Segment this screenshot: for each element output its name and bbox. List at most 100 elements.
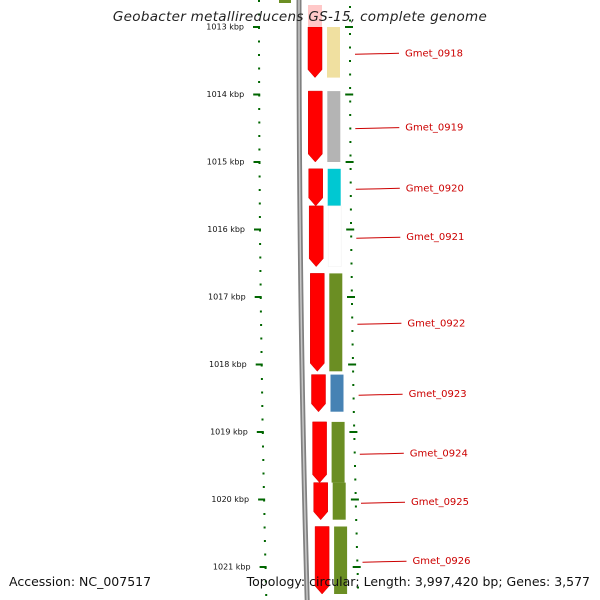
ruler-minor-tick bbox=[259, 283, 262, 286]
ruler-minor-tick bbox=[262, 486, 265, 488]
ruler-minor-tick bbox=[258, 175, 261, 178]
gene-leader-line bbox=[354, 52, 400, 55]
ruler-major-tick bbox=[253, 93, 261, 96]
outer-major-tick bbox=[345, 161, 354, 163]
outer-minor-tick bbox=[349, 19, 351, 22]
forward-strand-arrow bbox=[314, 526, 330, 595]
gene-label: Gmet_0926 bbox=[413, 556, 471, 567]
gene-category-block bbox=[327, 205, 342, 267]
ruler-minor-tick bbox=[264, 580, 267, 583]
ruler-minor-tick bbox=[260, 351, 263, 353]
outer-minor-tick bbox=[350, 235, 353, 238]
ruler-major-tick bbox=[253, 161, 261, 163]
outer-major-tick bbox=[345, 93, 354, 96]
outer-minor-tick bbox=[349, 60, 351, 62]
ruler-major-tick bbox=[258, 498, 266, 501]
ruler-tick-label: 1015 kbp bbox=[207, 158, 245, 167]
gene-category-block bbox=[327, 27, 340, 78]
ruler-minor-tick bbox=[263, 540, 266, 542]
outer-minor-tick bbox=[356, 559, 359, 562]
topology-summary: Topology: circular; Length: 3,997,420 bp… bbox=[246, 574, 590, 589]
gene-label: Gmet_0922 bbox=[407, 318, 465, 329]
ruler-minor-tick bbox=[258, 81, 261, 83]
outer-minor-tick bbox=[355, 519, 358, 521]
accession-label: Accession: NC_007517 bbox=[9, 574, 152, 589]
outer-minor-tick bbox=[349, 87, 352, 89]
gene-category-block bbox=[327, 168, 341, 206]
outer-minor-tick bbox=[352, 397, 355, 400]
gene-leader-line bbox=[355, 127, 400, 130]
ruler-tick-label: 1013 kbp bbox=[206, 23, 244, 32]
gene-leader-line bbox=[359, 452, 404, 455]
outer-minor-tick bbox=[353, 424, 356, 427]
ruler-tick-label: 1021 kbp bbox=[213, 563, 251, 572]
ruler-minor-tick bbox=[258, 54, 260, 56]
forward-strand-arrow bbox=[312, 421, 327, 483]
outer-minor-tick bbox=[354, 478, 357, 481]
outer-minor-tick bbox=[353, 451, 356, 454]
outer-minor-tick bbox=[357, 586, 359, 589]
outer-minor-tick bbox=[352, 384, 355, 386]
gene-label: Gmet_0924 bbox=[410, 448, 468, 459]
forward-strand-arrow bbox=[308, 90, 323, 163]
ruler-minor-tick bbox=[258, 0, 260, 2]
gene-leader-line bbox=[356, 236, 401, 239]
ruler-minor-tick bbox=[259, 256, 262, 259]
outer-major-tick bbox=[349, 431, 358, 433]
gene-leader-line bbox=[355, 187, 400, 190]
forward-strand-arrow bbox=[307, 26, 323, 78]
genome-title: Geobacter metallireducens GS-15, complet… bbox=[112, 9, 488, 25]
backbone-highlight bbox=[298, 0, 308, 600]
outer-minor-tick bbox=[351, 303, 353, 305]
ruler-minor-tick bbox=[258, 202, 261, 205]
ruler-minor-tick bbox=[263, 513, 266, 515]
gene-category-block bbox=[329, 273, 343, 372]
outer-minor-tick bbox=[349, 168, 352, 170]
ruler-minor-tick bbox=[258, 40, 260, 43]
outer-major-tick bbox=[345, 26, 353, 28]
outer-minor-tick bbox=[352, 370, 355, 373]
ruler-minor-tick bbox=[260, 378, 263, 380]
outer-minor-tick bbox=[351, 343, 354, 346]
outer-minor-tick bbox=[349, 208, 352, 211]
ruler-major-tick bbox=[254, 228, 261, 231]
ruler-minor-tick bbox=[263, 526, 266, 529]
partial-top-feature bbox=[279, 0, 291, 3]
partial-forward-feature bbox=[308, 5, 322, 27]
outer-minor-tick bbox=[354, 465, 356, 467]
outer-minor-tick bbox=[350, 249, 353, 251]
ruler-tick-label: 1020 kbp bbox=[211, 495, 249, 504]
outer-major-tick bbox=[352, 566, 361, 568]
ruler-minor-tick bbox=[258, 148, 261, 151]
outer-minor-tick bbox=[355, 546, 358, 548]
outer-minor-tick bbox=[349, 181, 352, 184]
ruler-minor-tick bbox=[258, 13, 260, 16]
forward-strand-arrow bbox=[311, 374, 326, 413]
gene-category-block bbox=[332, 482, 346, 520]
ruler-minor-tick bbox=[259, 310, 262, 313]
outer-minor-tick bbox=[351, 357, 354, 359]
outer-minor-tick bbox=[349, 127, 352, 130]
outer-minor-tick bbox=[352, 411, 355, 413]
gene-leader-line bbox=[357, 322, 402, 325]
ruler-major-tick bbox=[254, 296, 262, 298]
ruler-tick-label: 1017 kbp bbox=[208, 293, 246, 302]
ruler-minor-tick bbox=[258, 189, 261, 191]
ruler-minor-tick bbox=[265, 594, 268, 596]
outer-minor-tick bbox=[350, 289, 353, 292]
ruler-minor-tick bbox=[258, 216, 261, 218]
outer-minor-tick bbox=[349, 73, 352, 76]
ruler-tick-label: 1019 kbp bbox=[210, 428, 248, 437]
outer-minor-tick bbox=[351, 316, 354, 319]
ruler-minor-tick bbox=[258, 135, 261, 137]
ruler-tick-label: 1014 kbp bbox=[206, 90, 244, 99]
gene-leader-line bbox=[362, 560, 407, 563]
outer-minor-tick bbox=[349, 46, 351, 49]
ruler-minor-tick bbox=[262, 459, 265, 461]
gene-label: Gmet_0920 bbox=[406, 183, 464, 194]
ruler-minor-tick bbox=[261, 391, 264, 394]
ruler-minor-tick bbox=[262, 445, 264, 448]
outer-minor-tick bbox=[353, 438, 356, 440]
ruler-major-tick bbox=[259, 566, 267, 568]
ruler-minor-tick bbox=[259, 243, 262, 245]
